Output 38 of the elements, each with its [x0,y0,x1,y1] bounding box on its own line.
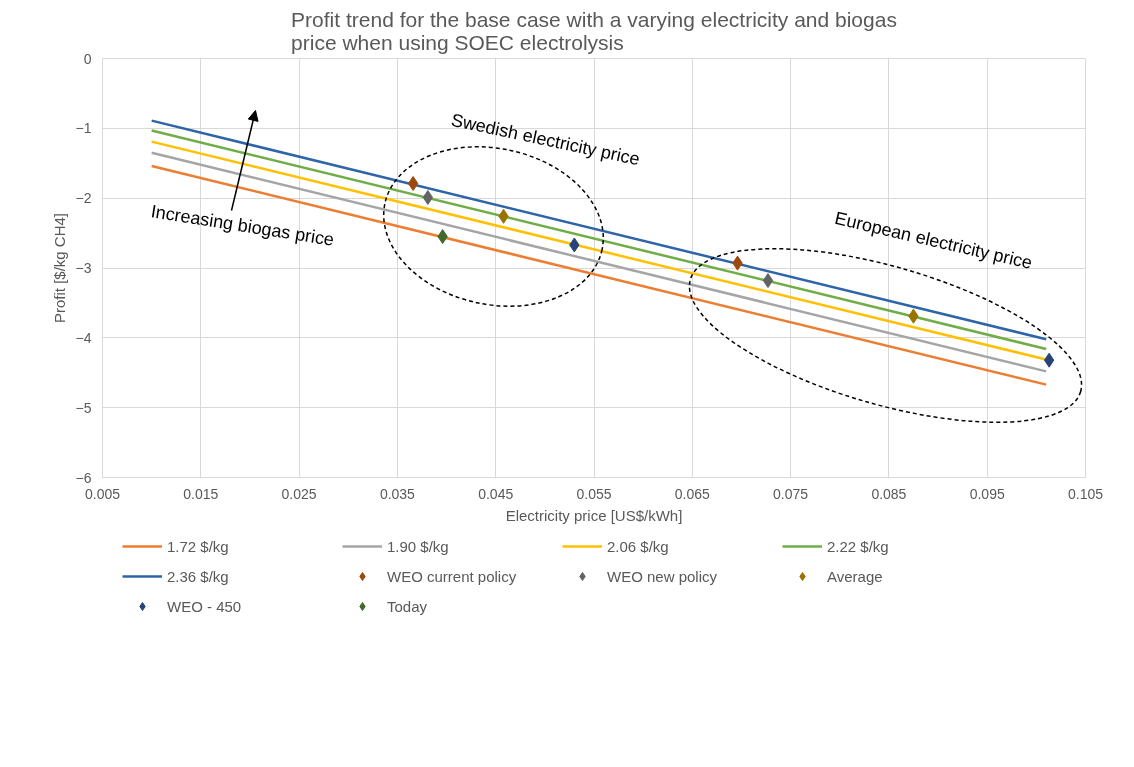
y-tick-label: 0 [83,50,92,67]
point [407,176,419,191]
x-tick-label: 0.015 [183,485,219,502]
legend-label: 1.72 $/kg [167,537,230,555]
x-tick-label: 0.105 [1067,485,1104,502]
annotation: Swedish electricity price [449,109,642,170]
x-tick-label: 0.065 [674,485,711,502]
point [762,273,774,289]
x-tick-label: 0.055 [576,485,612,502]
annotation: European electricity price [832,208,1035,273]
x-tick-label: 0.025 [281,485,317,502]
y-tick-label: −2 [75,190,92,207]
legend-label: 2.06 $/kg [607,537,670,555]
legend-label: Today [387,597,429,615]
point [422,189,434,205]
y-tick-label: −5 [75,399,92,416]
y-tick-label: −6 [75,469,92,486]
legend-label: Average [827,567,884,585]
x-axis-title: Electricity price [US$/kWh] [505,506,683,524]
y-tick-label: −1 [75,120,92,137]
x-tick-label: 0.035 [379,485,416,502]
legend-label: 2.36 $/kg [167,567,230,585]
legend-label: 2.22 $/kg [827,537,890,555]
annotation: Increasing biogas price [149,201,336,250]
y-axis-title: Profit [$/kg CH4] [50,212,68,324]
chart-title: Profit trend for the base case with a varying electricity and biogas price when using SOEC electrolysis [291,7,897,54]
x-tick-label: 0.005 [84,485,121,502]
legend-label: WEO - 450 [167,597,243,615]
y-tick-label: −3 [75,260,92,276]
point [1043,352,1055,368]
legend-label: WEO new policy [607,567,719,585]
x-tick-label: 0.045 [478,485,514,502]
legend-label: WEO current policy [387,567,518,585]
x-tick-label: 0.095 [969,485,1005,502]
y-tick-label: −4 [75,329,92,346]
x-tick-label: 0.085 [871,485,907,502]
legend-label: 1.90 $/kg [387,537,450,555]
x-tick-label: 0.075 [773,485,809,502]
